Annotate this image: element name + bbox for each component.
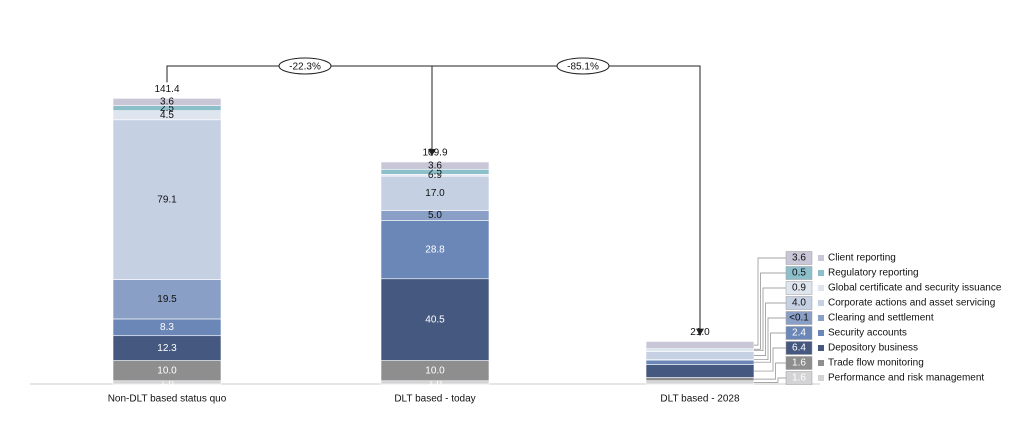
connector bbox=[166, 65, 701, 336]
value-label: 10.0 bbox=[425, 365, 445, 376]
category-label: DLT based - 2028 bbox=[660, 394, 740, 405]
leader-line bbox=[754, 377, 786, 383]
bar-segment bbox=[112, 98, 222, 106]
value-box bbox=[785, 296, 813, 310]
legend-label: Corporate actions and asset servicing bbox=[828, 298, 995, 309]
value-label: 6.4 bbox=[792, 343, 806, 354]
value-label: 19.5 bbox=[157, 294, 177, 305]
leader-line bbox=[754, 362, 786, 380]
value-label: 28.8 bbox=[425, 244, 445, 255]
value-label: 79.1 bbox=[157, 194, 177, 205]
value-box bbox=[785, 281, 813, 295]
bar-segment bbox=[112, 119, 222, 280]
legend-swatch bbox=[818, 360, 824, 366]
change-label: -22.3% bbox=[289, 62, 321, 73]
leader-line bbox=[754, 287, 786, 352]
category-label: DLT based - today bbox=[394, 394, 475, 405]
value-label: 10.0 bbox=[157, 365, 177, 376]
value-label: 0.9 bbox=[428, 170, 442, 181]
value-box bbox=[785, 371, 813, 385]
bar-segment bbox=[645, 377, 755, 382]
value-label: 1.6 bbox=[792, 373, 806, 384]
bar-segment bbox=[380, 220, 490, 280]
value-box bbox=[785, 341, 813, 355]
leader-line bbox=[754, 347, 786, 372]
value-label: 1.6 bbox=[160, 377, 174, 388]
bar-segment bbox=[645, 359, 755, 365]
bar-segment bbox=[645, 380, 755, 385]
value-label: 12.3 bbox=[157, 343, 177, 354]
value-label: 2.5 bbox=[160, 103, 174, 114]
category-label: Non-DLT based status quo bbox=[108, 394, 227, 405]
value-label: 1.6 bbox=[792, 358, 806, 369]
value-box bbox=[785, 251, 813, 265]
value-label: <0.1 bbox=[789, 313, 809, 324]
bar-segment bbox=[645, 351, 755, 360]
legend-label: Regulatory reporting bbox=[828, 268, 919, 279]
value-box bbox=[785, 326, 813, 340]
change-bubble bbox=[556, 57, 610, 75]
legend-label: Client reporting bbox=[828, 253, 896, 264]
value-box bbox=[785, 266, 813, 280]
value-box bbox=[785, 356, 813, 370]
total-label: 109.9 bbox=[422, 148, 447, 159]
value-label: 0.5 bbox=[792, 268, 806, 279]
legend-label: Depository business bbox=[828, 343, 918, 354]
value-label: 17.0 bbox=[425, 188, 445, 199]
legend-swatch bbox=[818, 255, 824, 261]
leader-line bbox=[754, 257, 786, 346]
value-label: 1.6 bbox=[428, 377, 442, 388]
value-label: 4.5 bbox=[160, 110, 174, 121]
value-label: 8.3 bbox=[160, 322, 174, 333]
bar-segment bbox=[645, 341, 755, 350]
arrowhead bbox=[428, 149, 436, 157]
leader-line bbox=[754, 302, 786, 356]
arrowhead bbox=[696, 328, 704, 336]
legend-swatch bbox=[818, 270, 824, 276]
legend-label: Security accounts bbox=[828, 328, 907, 339]
value-label: 3.6 bbox=[160, 97, 174, 108]
value-label: 40.5 bbox=[425, 314, 445, 325]
legend-label: Clearing and settlement bbox=[828, 313, 934, 324]
leader-line bbox=[754, 272, 786, 350]
value-label: 5.0 bbox=[428, 210, 442, 221]
value-label: 0.9 bbox=[792, 283, 806, 294]
leader-line bbox=[754, 317, 786, 361]
value-box bbox=[785, 311, 813, 325]
bar-segment bbox=[380, 161, 490, 170]
legend-swatch bbox=[818, 300, 824, 306]
legend-swatch bbox=[818, 285, 824, 291]
bar-segment bbox=[380, 278, 490, 361]
bar-segment bbox=[112, 335, 222, 361]
legend-swatch bbox=[818, 330, 824, 336]
legend-swatch bbox=[818, 375, 824, 381]
bar-segment bbox=[112, 279, 222, 320]
change-bubble bbox=[278, 57, 332, 75]
leader-line bbox=[754, 332, 786, 363]
value-label: 2.5 bbox=[428, 166, 442, 177]
value-label: 3.6 bbox=[428, 160, 442, 171]
value-label: 2.4 bbox=[792, 328, 806, 339]
total-label: 141.4 bbox=[154, 84, 179, 95]
legend-swatch bbox=[818, 345, 824, 351]
legend-label: Performance and risk management bbox=[828, 373, 984, 384]
bar-segment bbox=[645, 364, 755, 378]
value-label: 3.6 bbox=[792, 253, 806, 264]
legend-label: Trade flow monitoring bbox=[828, 358, 924, 369]
legend-label: Global certificate and security issuance bbox=[828, 283, 1002, 294]
change-label: -85.1% bbox=[567, 62, 599, 73]
value-label: 4.0 bbox=[792, 298, 806, 309]
legend-swatch bbox=[818, 315, 824, 321]
